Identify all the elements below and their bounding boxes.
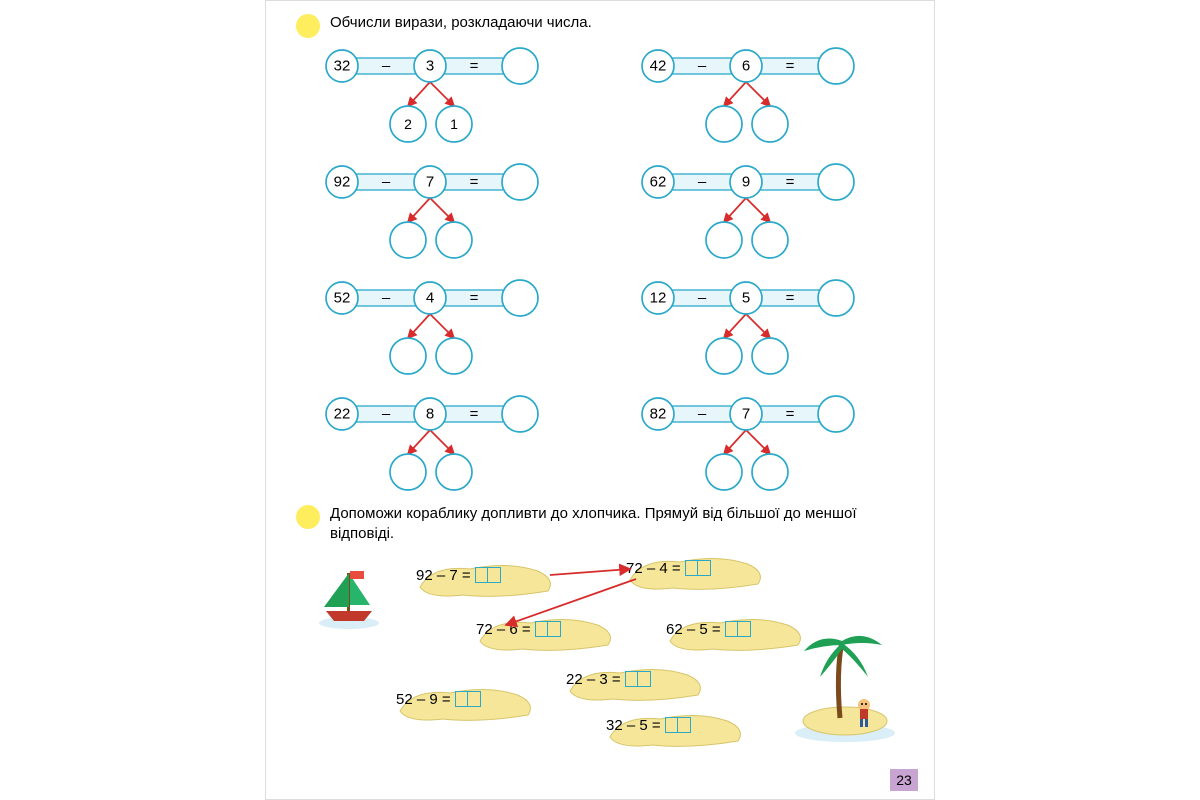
problem: 62 – 9 = — [638, 162, 878, 262]
task1-header: Обчисли вирази, розкладаючи числа. — [296, 13, 904, 38]
problem: 42 – 6 = — [638, 46, 878, 146]
svg-text:52: 52 — [334, 290, 351, 307]
problem: 52 – 4 = — [322, 278, 562, 378]
svg-text:62: 62 — [650, 174, 667, 191]
svg-text:=: = — [470, 406, 479, 423]
svg-text:82: 82 — [650, 406, 667, 423]
svg-text:9: 9 — [742, 174, 750, 191]
svg-text:=: = — [470, 174, 479, 191]
problem: 22 – 8 = — [322, 394, 562, 494]
svg-text:4: 4 — [426, 290, 434, 307]
svg-text:2: 2 — [404, 116, 412, 132]
task2-header: Допоможи кораблику допливти до хлопчика.… — [296, 504, 904, 545]
svg-text:7: 7 — [426, 174, 434, 191]
task1-text: Обчисли вирази, розкладаючи числа. — [330, 13, 592, 33]
svg-text:32: 32 — [334, 58, 351, 75]
svg-text:22: 22 — [334, 406, 351, 423]
svg-text:=: = — [470, 290, 479, 307]
svg-text:–: – — [382, 406, 391, 423]
svg-text:=: = — [786, 58, 795, 75]
bullet-icon — [296, 14, 320, 38]
svg-text:–: – — [382, 174, 391, 191]
worksheet-page: Обчисли вирази, розкладаючи числа. 32 – 3 =… — [265, 0, 935, 800]
problem: 92 – 7 = — [322, 162, 562, 262]
svg-text:6: 6 — [742, 58, 750, 75]
svg-text:=: = — [470, 58, 479, 75]
svg-text:–: – — [698, 290, 707, 307]
svg-text:5: 5 — [742, 290, 750, 307]
problem: 32 – 3 = 2 1 — [322, 46, 562, 146]
svg-text:=: = — [786, 406, 795, 423]
page-number: 23 — [890, 769, 918, 791]
svg-text:7: 7 — [742, 406, 750, 423]
svg-text:–: – — [382, 290, 391, 307]
svg-text:8: 8 — [426, 406, 434, 423]
bullet-icon — [296, 505, 320, 529]
svg-text:–: – — [698, 406, 707, 423]
scene-arrows — [296, 553, 906, 753]
islands-scene: 92 – 7 = 72 – 4 = 72 – 6 = 62 – 5 = 22 –… — [296, 553, 904, 753]
svg-text:3: 3 — [426, 58, 434, 75]
svg-text:–: – — [698, 58, 707, 75]
svg-text:–: – — [382, 58, 391, 75]
svg-text:1: 1 — [450, 116, 458, 132]
problem: 12 – 5 = — [638, 278, 878, 378]
svg-text:=: = — [786, 290, 795, 307]
svg-text:=: = — [786, 174, 795, 191]
svg-text:42: 42 — [650, 58, 667, 75]
problem: 82 – 7 = — [638, 394, 878, 494]
svg-text:–: – — [698, 174, 707, 191]
svg-text:12: 12 — [650, 290, 667, 307]
task2-text: Допоможи кораблику допливти до хлопчика.… — [330, 504, 904, 545]
problems-grid: 32 – 3 = 2 1 42 – 6 = 92 – 7 = 62 – 9 = 52 – 4 = 12 – 5 = 22 – 8 = 82 –… — [296, 46, 904, 494]
svg-text:92: 92 — [334, 174, 351, 191]
